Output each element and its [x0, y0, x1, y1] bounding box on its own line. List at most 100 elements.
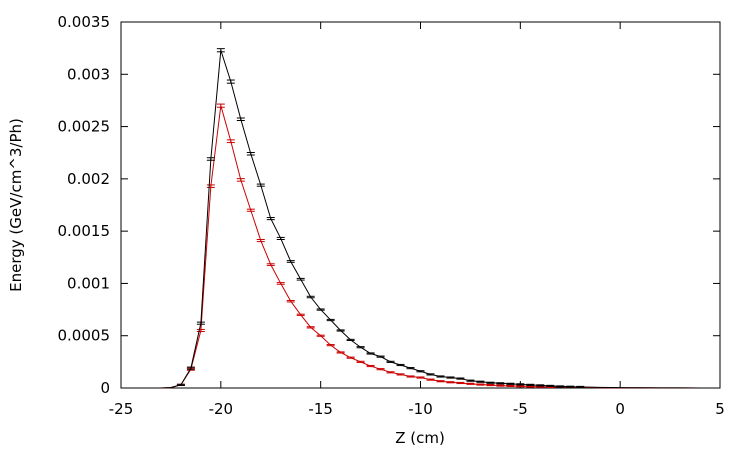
error-bar: [476, 380, 485, 383]
error-bar: [516, 383, 525, 386]
error-bar: [436, 380, 445, 383]
plot-frame: [120, 21, 721, 389]
error-bar: [516, 385, 525, 388]
error-bar: [246, 152, 255, 156]
error-bar: [276, 236, 285, 241]
y-tick-label: 0.001: [67, 274, 110, 292]
x-tick-label: 5: [715, 400, 725, 418]
y-axis-label: Energy (GeV/cm^3/Ph): [7, 118, 25, 292]
error-bar: [236, 178, 245, 182]
x-tick-label: -25: [109, 400, 134, 418]
error-bar: [406, 375, 415, 378]
x-tick-label: -15: [308, 400, 333, 418]
error-bar: [256, 239, 265, 243]
error-bar: [446, 376, 455, 379]
error-bar: [316, 308, 325, 311]
series-line: [121, 50, 720, 389]
error-bar: [326, 344, 335, 347]
error-bar: [486, 381, 495, 384]
error-bar: [356, 346, 365, 349]
error-bar: [326, 318, 335, 322]
error-bar: [416, 376, 425, 379]
error-bar: [346, 356, 355, 359]
error-bar: [446, 381, 455, 384]
x-tick-label: -10: [408, 400, 433, 418]
y-tick-label: 0.003: [67, 65, 110, 83]
error-bar: [306, 326, 315, 329]
error-bar: [206, 184, 215, 188]
error-bar: [466, 382, 475, 385]
error-bar: [206, 157, 215, 161]
error-bar: [256, 183, 265, 187]
x-axis-ticks: -25 -20 -15 -10 -5 0 5: [109, 22, 725, 418]
x-axis-label: Z (cm): [395, 429, 445, 447]
error-bar: [406, 367, 415, 370]
error-bar: [436, 375, 445, 378]
error-bar: [396, 373, 405, 376]
error-bar: [506, 382, 515, 385]
error-bar: [336, 329, 345, 332]
error-bar: [416, 370, 425, 373]
error-bar: [376, 368, 385, 371]
error-bar: [186, 366, 195, 370]
error-bar: [306, 295, 315, 299]
error-bar: [386, 360, 395, 363]
error-bar: [266, 263, 275, 266]
error-bar: [546, 384, 555, 387]
y-axis-ticks: 0 0.0005 0.001 0.0015 0.002 0.0025 0.003 0.0035: [58, 13, 720, 397]
error-bar: [286, 260, 295, 263]
error-bar: [296, 313, 305, 316]
error-bar: [576, 385, 585, 389]
error-bar: [226, 139, 235, 144]
error-bar: [526, 383, 535, 386]
error-bar: [286, 299, 295, 303]
y-tick-label: 0: [100, 379, 110, 397]
error-bar: [216, 103, 225, 108]
y-tick-label: 0.0015: [58, 222, 111, 240]
error-bar: [396, 363, 405, 367]
x-tick-label: 0: [615, 400, 625, 418]
y-tick-label: 0.0005: [58, 327, 111, 345]
y-tick-label: 0.0025: [58, 118, 111, 136]
error-bar: [316, 334, 325, 337]
error-bar: [456, 377, 465, 380]
error-bar: [426, 373, 435, 376]
error-bar: [346, 338, 355, 341]
error-bar: [456, 381, 465, 385]
series-line: [121, 105, 720, 389]
error-bar: [496, 384, 505, 387]
error-bar: [566, 385, 575, 388]
error-bar: [496, 382, 505, 385]
y-tick-label: 0.0035: [58, 13, 111, 31]
error-bar: [236, 117, 245, 122]
error-bar: [216, 48, 225, 53]
error-bar: [196, 328, 205, 333]
x-tick-label: -5: [513, 400, 528, 418]
error-bar: [526, 385, 535, 388]
error-bar: [246, 208, 255, 212]
error-bar: [266, 217, 275, 221]
error-bar: [486, 383, 495, 387]
error-bar: [356, 360, 365, 363]
y-tick-label: 0.002: [67, 170, 110, 188]
error-bar: [366, 364, 375, 368]
error-bar: [226, 79, 235, 84]
error-bar: [336, 351, 345, 354]
error-bar: [276, 282, 285, 285]
error-bar: [536, 384, 545, 387]
series-layer: [121, 48, 720, 389]
error-bar: [506, 384, 515, 387]
error-bar: [376, 355, 385, 358]
error-bar: [426, 378, 435, 381]
error-bar: [556, 385, 565, 388]
error-bar: [476, 383, 485, 386]
error-bar: [196, 321, 205, 325]
error-bar: [176, 383, 185, 386]
x-tick-label: -20: [209, 400, 234, 418]
error-bar: [386, 371, 395, 374]
error-bar: [296, 277, 305, 281]
error-bar: [366, 352, 375, 355]
error-bar: [466, 379, 475, 382]
